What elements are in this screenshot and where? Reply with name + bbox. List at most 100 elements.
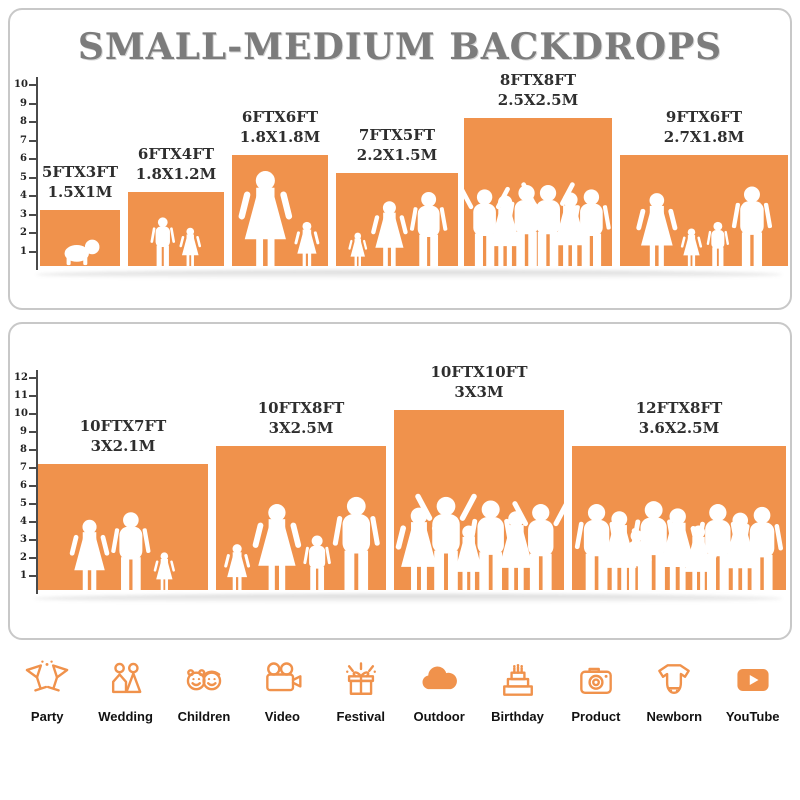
ruler-number: 9 <box>20 426 27 437</box>
category-icons-row: Party Wedding Children <box>8 658 792 724</box>
category-label: Party <box>30 709 64 724</box>
product-icon <box>580 667 612 695</box>
backdrop-stage-6x4: 6FTX4FT 1.8X1.2M <box>128 144 224 266</box>
people-silhouettes <box>224 496 380 590</box>
backdrop-box <box>620 155 788 266</box>
newborn-icon <box>658 664 691 695</box>
ruler-number: 6 <box>20 480 27 491</box>
size-m: 3X2.5M <box>268 418 334 437</box>
size-m: 2.7X1.8M <box>663 127 745 146</box>
backdrop-box <box>216 446 386 590</box>
birthday-icon <box>502 664 533 696</box>
ruler-tick <box>29 503 36 505</box>
ruler-number: 4 <box>20 516 27 527</box>
medium-large-panel: 1 2 3 4 5 6 7 8 9 10 11 12 10FTX7FT 3X2.1M 10FTX8FT… <box>8 322 792 640</box>
backdrop-box <box>128 192 224 266</box>
size-m: 3X2.1M <box>90 436 156 455</box>
category-label: Product <box>571 709 621 724</box>
category-label: Festival <box>336 709 385 724</box>
ruler-tick <box>29 102 36 105</box>
category-label: Birthday <box>491 709 544 724</box>
ruler-tick <box>29 485 36 487</box>
size-ft: 7FTX5FT <box>358 125 436 144</box>
category-festival: Festival <box>324 658 398 724</box>
height-ruler-bottom: 1 2 3 4 5 6 7 8 9 10 11 12 <box>14 324 46 638</box>
backdrop-stage-6x6: 6FTX6FT 1.8X1.8M <box>232 107 328 266</box>
category-label: Children <box>177 709 231 724</box>
outdoor-icon <box>422 666 458 690</box>
category-youtube: YouTube <box>716 658 790 724</box>
size-ft: 12FTX8FT <box>635 398 723 417</box>
category-newborn: Newborn <box>637 658 711 724</box>
category-label: Outdoor <box>413 709 465 724</box>
category-children: Children <box>167 658 241 724</box>
backdrop-stage-8x8: 8FTX8FT 2.5X2.5M <box>464 70 612 266</box>
ruler-tick <box>29 575 36 577</box>
ruler-tick <box>29 84 36 86</box>
backdrop-stage-9x6: 9FTX6FT 2.7X1.8M <box>620 107 788 266</box>
ruler-number: 8 <box>20 116 27 127</box>
ruler-number: 11 <box>14 390 28 401</box>
size-ft: 10FTX8FT <box>257 398 345 417</box>
ruler-tick <box>29 139 36 142</box>
ruler-tick <box>29 467 36 469</box>
size-m: 3.6X2.5M <box>638 418 720 437</box>
size-ft: 8FTX8FT <box>499 70 577 89</box>
ruler-number: 7 <box>20 462 27 473</box>
ruler-tick <box>29 250 36 253</box>
backdrop-stage-12x8: 12FTX8FT 3.6X2.5M <box>572 398 786 590</box>
size-m: 1.8X1.8M <box>239 127 321 146</box>
ruler-number: 6 <box>20 153 27 164</box>
ruler-number: 2 <box>20 552 27 563</box>
video-icon <box>266 662 302 692</box>
people-silhouettes <box>574 501 784 590</box>
backdrop-size-label: 12FTX8FT 3.6X2.5M <box>636 398 723 439</box>
size-ft: 10FTX10FT <box>430 362 528 381</box>
backdrop-size-label: 6FTX4FT 1.8X1.2M <box>136 144 216 185</box>
small-medium-panel: SMALL-MEDIUM BACKDROPS 1 2 3 4 5 6 7 8 9 10 5FTX3… <box>8 8 792 310</box>
category-product: Product <box>559 658 633 724</box>
ruler-tick <box>29 176 36 179</box>
backdrop-size-label: 10FTX7FT 3X2.1M <box>80 416 167 457</box>
ruler-number: 8 <box>20 444 27 455</box>
ruler-tick <box>29 395 36 397</box>
ruler-number: 9 <box>20 97 27 109</box>
people-silhouettes <box>348 191 448 266</box>
height-ruler-top: 1 2 3 4 5 6 7 8 9 10 <box>14 10 46 308</box>
ruler-tick <box>29 449 36 451</box>
ruler-number: 5 <box>20 498 27 509</box>
page-title: SMALL-MEDIUM BACKDROPS <box>77 26 723 68</box>
size-ft: 6FTX4FT <box>137 144 215 163</box>
people-silhouettes <box>395 493 564 590</box>
backdrop-box <box>336 173 458 266</box>
size-ft: 6FTX6FT <box>241 107 319 126</box>
ruler-number: 5 <box>20 171 27 183</box>
festival-icon <box>345 662 376 695</box>
backdrop-box <box>464 118 612 266</box>
size-m: 2.5X2.5M <box>497 90 579 109</box>
people-silhouettes <box>636 186 773 266</box>
ruler-line <box>36 77 38 270</box>
ruler-tick <box>29 413 36 415</box>
backdrop-box <box>572 446 786 590</box>
backdrop-stage-5x3: 5FTX3FT 1.5X1M <box>40 162 120 266</box>
ruler-number: 3 <box>20 208 27 220</box>
category-label: Newborn <box>646 709 703 724</box>
category-label: Video <box>264 709 300 724</box>
wedding-icon <box>111 662 141 694</box>
category-label: YouTube <box>725 709 780 724</box>
backdrop-box <box>394 410 564 590</box>
ruler-number: 1 <box>20 570 27 581</box>
size-m: 1.8X1.2M <box>135 164 217 183</box>
ground-shadow <box>34 594 782 603</box>
size-m: 3X3M <box>454 382 504 401</box>
ruler-number: 3 <box>20 534 27 545</box>
ruler-number: 12 <box>14 372 28 383</box>
backdrop-stage-7x5: 7FTX5FT 2.2X1.5M <box>336 125 458 266</box>
category-wedding: Wedding <box>89 658 163 724</box>
backdrop-size-label: 10FTX8FT 3X2.5M <box>258 398 345 439</box>
size-m: 1.5X1M <box>47 182 113 201</box>
ruler-number: 2 <box>20 227 27 238</box>
people-silhouettes <box>64 239 100 266</box>
ruler-line <box>36 370 38 594</box>
